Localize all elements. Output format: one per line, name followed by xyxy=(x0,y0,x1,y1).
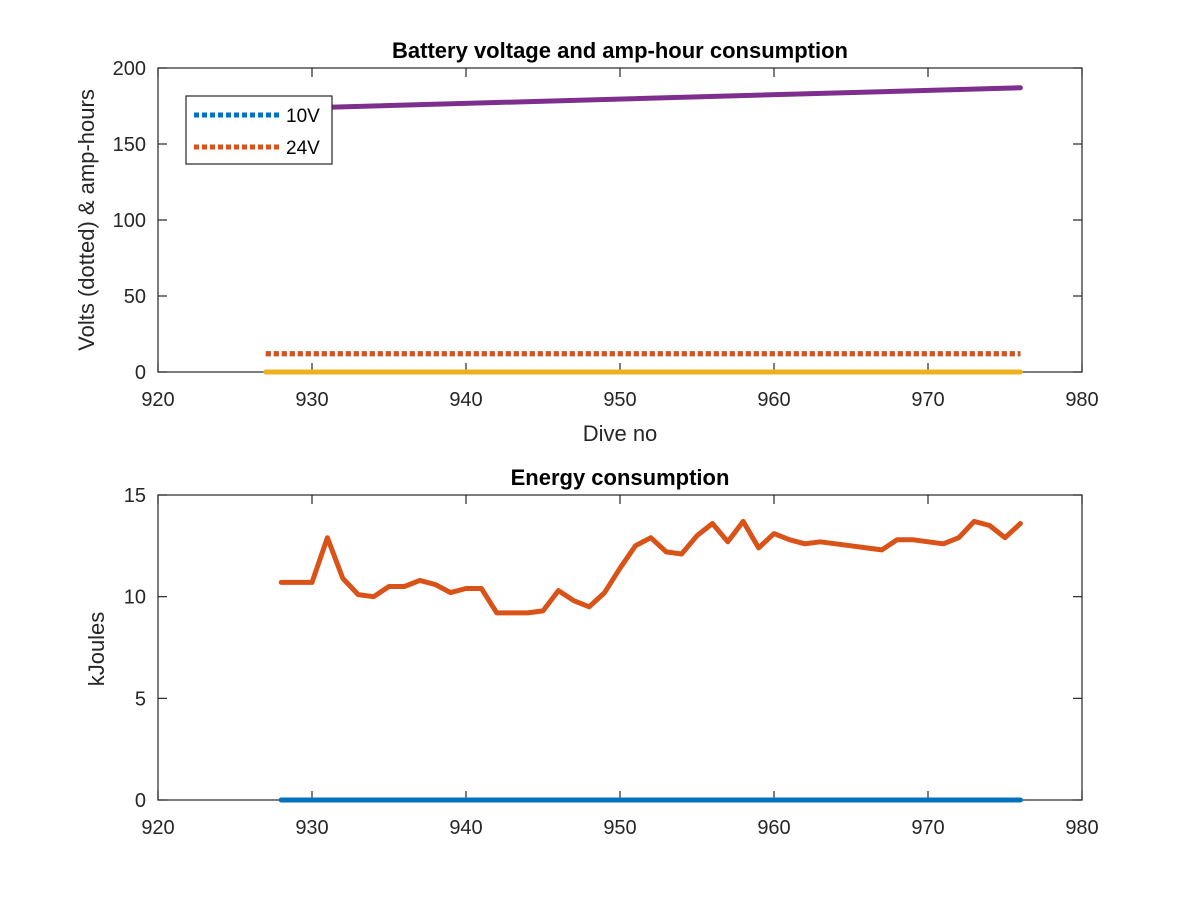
x-tick-label: 980 xyxy=(1065,389,1098,411)
legend: 10V 24V xyxy=(185,95,333,165)
x-tick-label: 970 xyxy=(911,817,944,839)
x-tick-label: 930 xyxy=(295,817,328,839)
y-tick-label: 100 xyxy=(113,210,146,232)
y-tick-label: 50 xyxy=(124,286,146,308)
x-tick-label: 960 xyxy=(757,817,790,839)
legend-label: 24V xyxy=(286,138,320,159)
x-tick-label: 940 xyxy=(449,817,482,839)
y-tick-label: 15 xyxy=(124,485,146,507)
chart-title: Battery voltage and amp-hour consumption xyxy=(392,38,848,63)
y-tick-label: 10 xyxy=(124,587,146,609)
x-tick-label: 950 xyxy=(603,817,636,839)
x-tick-label: 970 xyxy=(911,389,944,411)
series-line xyxy=(263,85,1023,112)
y-tick-label: 0 xyxy=(135,790,146,812)
x-axis-label: Dive no xyxy=(583,421,658,446)
x-tick-label: 940 xyxy=(449,389,482,411)
y-tick-label: 0 xyxy=(135,362,146,384)
legend-label: 10V xyxy=(286,106,320,127)
series-line xyxy=(278,518,1023,616)
y-tick-label: 150 xyxy=(113,134,146,156)
y-axis-label: kJoules xyxy=(84,612,109,687)
y-tick-label: 200 xyxy=(113,58,146,80)
x-tick-label: 980 xyxy=(1065,817,1098,839)
x-tick-label: 960 xyxy=(757,389,790,411)
chart-title: Energy consumption xyxy=(511,465,730,490)
voltage-chart: Battery voltage and amp-hour consumption… xyxy=(74,38,1099,446)
plot-area xyxy=(157,494,1083,801)
x-tick-label: 920 xyxy=(141,389,174,411)
y-axis-label: Volts (dotted) & amp-hours xyxy=(74,89,99,351)
x-tick-label: 930 xyxy=(295,389,328,411)
x-tick-label: 920 xyxy=(141,817,174,839)
x-tick-label: 950 xyxy=(603,389,636,411)
legend-box xyxy=(185,95,333,165)
y-tick-label: 5 xyxy=(135,688,146,710)
energy-chart: Energy consumption kJoules 920 930 940 950 9… xyxy=(84,465,1099,839)
